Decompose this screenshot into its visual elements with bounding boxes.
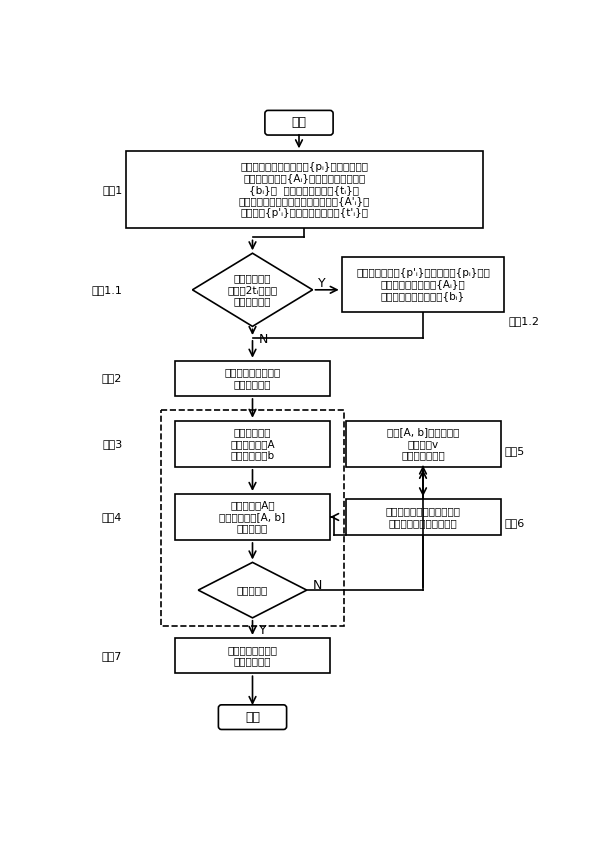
Bar [175, 638, 330, 674]
Text: 结束: 结束 [245, 711, 260, 723]
Text: 对分析矩阵A及
增广分析矩阵[A, b]
进行秩分析: 对分析矩阵A及 增广分析矩阵[A, b] 进行秩分析 [219, 501, 286, 534]
Text: N: N [313, 579, 323, 592]
Text: 步骤1: 步骤1 [102, 185, 122, 195]
Text: 加入一个新的关键点
到关键点集中: 加入一个新的关键点 到关键点集中 [225, 368, 280, 389]
FancyBboxPatch shape [219, 705, 286, 729]
Text: 步骤2: 步骤2 [102, 373, 122, 384]
Bar [175, 421, 330, 467]
Text: 步骤7: 步骤7 [102, 651, 122, 661]
Text: 步骤3: 步骤3 [102, 439, 122, 448]
FancyBboxPatch shape [265, 110, 333, 135]
Text: 根据关键点集
建立分析矩阵A
和分析列向量b: 根据关键点集 建立分析矩阵A 和分析列向量b [230, 427, 275, 460]
Text: 步骤6: 步骤6 [504, 518, 525, 528]
Bar [342, 257, 504, 312]
Text: 停止寻优？: 停止寻优？ [237, 585, 268, 595]
Text: 根据[A, b]计算测点的
寻优方向v
（四参数形式）: 根据[A, b]计算测点的 寻优方向v （四参数形式） [387, 427, 459, 460]
Text: 步骤4: 步骤4 [102, 512, 122, 522]
Bar [346, 499, 501, 534]
Text: 用基准段测点构造测点集{pᵢ}，并建立一部
分特征行向量集{Aᵢ}、一部分边界元素集
{bᵢ}、  一部分状态元素集{tᵢ}；
用被测段测点构造被测特征行向量集: 用基准段测点构造测点集{pᵢ}，并建立一部 分特征行向量集{Aᵢ}、一部分边界元… [239, 162, 370, 217]
Text: 将被被测测点集{p'ᵢ}加入测点集{pᵢ}中，
并扩充特征行向量集{Aᵢ}，
扩充和更新边界元素集{bᵢ}: 将被被测测点集{p'ᵢ}加入测点集{pᵢ}中， 并扩充特征行向量集{Aᵢ}， 扩… [356, 268, 490, 301]
Bar [175, 494, 330, 540]
Text: 以追及问题求新的关键点，
更新被测圆柱测点的状态: 以追及问题求新的关键点， 更新被测圆柱测点的状态 [386, 506, 460, 528]
Text: 计算零件几何误差
并判断合格性: 计算零件几何误差 并判断合格性 [228, 645, 277, 666]
Bar [175, 361, 330, 396]
Text: 步骤5: 步骤5 [504, 447, 525, 457]
Polygon shape [192, 253, 312, 326]
Text: 开始: 开始 [292, 116, 307, 129]
Bar [161, 410, 344, 626]
Text: 未加入被测段
测点且2tᵢ满足最
大实体要求？: 未加入被测段 测点且2tᵢ满足最 大实体要求？ [228, 273, 277, 306]
Polygon shape [198, 562, 307, 618]
Text: Y: Y [259, 624, 266, 637]
Text: 步骤1.1: 步骤1.1 [91, 285, 122, 295]
Text: N: N [259, 332, 268, 346]
Text: Y: Y [318, 277, 326, 290]
Bar [126, 151, 483, 228]
Text: 步骤1.2: 步骤1.2 [508, 316, 539, 326]
Bar [346, 421, 501, 467]
